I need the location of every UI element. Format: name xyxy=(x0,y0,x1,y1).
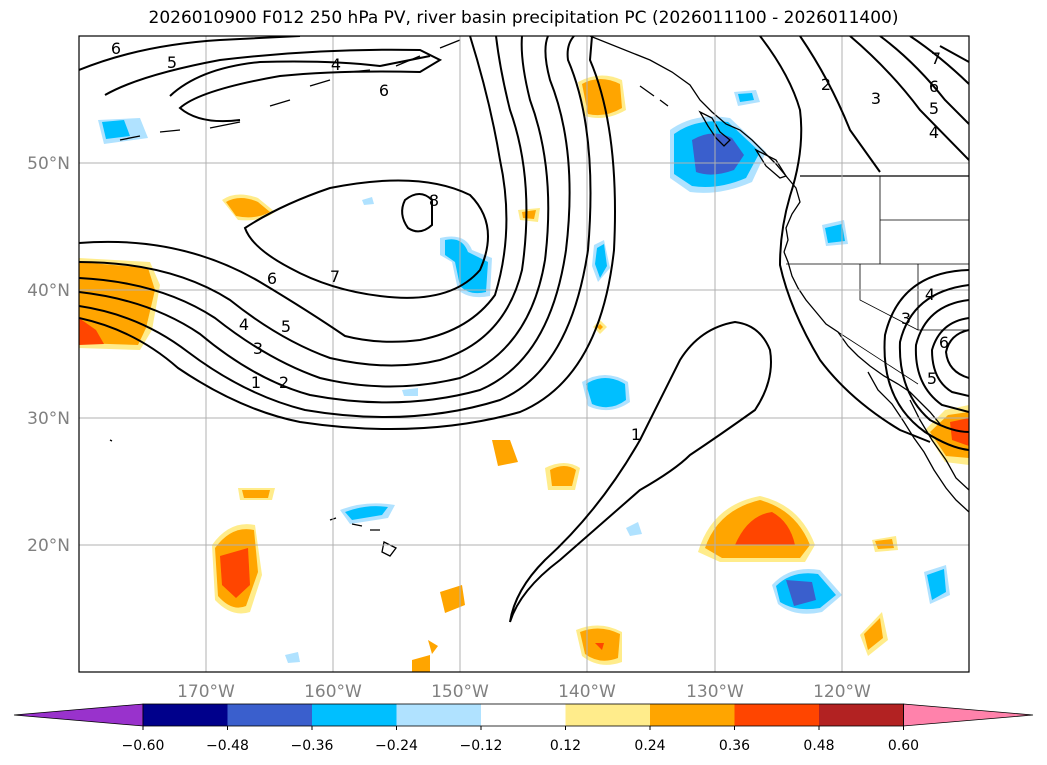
colorbar-frame xyxy=(142,703,904,727)
contour-label: 3 xyxy=(253,339,263,358)
colorbar-tick-label: −0.24 xyxy=(375,738,418,754)
colorbar-segment xyxy=(734,704,819,726)
contour-label: 6 xyxy=(267,269,277,288)
colorbar-segment xyxy=(565,704,650,726)
colorbar-tick-label: 0.60 xyxy=(888,738,919,754)
contour-label: 4 xyxy=(239,315,249,334)
lon-tick-label: 150°W xyxy=(431,682,489,702)
contour-label: 3 xyxy=(871,89,881,108)
map-frame xyxy=(78,35,970,673)
colorbar-segment xyxy=(481,704,566,726)
pv-contours xyxy=(79,36,969,623)
lon-tick-label: 130°W xyxy=(686,682,744,702)
colorbar-tick-label: 0.24 xyxy=(634,738,665,754)
map-content: 6 5 4 6 6 7 8 4 5 3 1 2 1 2 3 4 5 6 7 3 … xyxy=(79,36,969,672)
contour-label: 5 xyxy=(927,369,937,388)
map-title: 2026010900 F012 250 hPa PV, river basin … xyxy=(148,8,899,28)
lon-tick-label: 140°W xyxy=(558,682,616,702)
gridlines xyxy=(79,36,969,672)
lat-tick-label: 40°N xyxy=(27,281,70,301)
lon-tick-labels: 170°W 160°W 150°W 140°W 130°W 120°W xyxy=(177,682,871,702)
colorbar-tick-label: 0.48 xyxy=(803,738,834,754)
map-background xyxy=(79,36,969,672)
lon-tick-label: 170°W xyxy=(177,682,235,702)
contour-label: 4 xyxy=(925,285,935,304)
colorbar-segment xyxy=(819,704,904,726)
lat-tick-label: 50°N xyxy=(27,154,70,174)
contour-label: 7 xyxy=(931,49,941,68)
contour-labels: 6 5 4 6 6 7 8 4 5 3 1 2 1 2 3 4 5 6 7 3 … xyxy=(111,39,949,444)
lat-tick-label: 20°N xyxy=(27,536,70,556)
contour-label: 6 xyxy=(379,81,389,100)
colorbar-tick-label: −0.12 xyxy=(460,738,503,754)
contour-label: 5 xyxy=(281,317,291,336)
contour-label: 5 xyxy=(929,99,939,118)
contour-label: 8 xyxy=(429,191,439,210)
colorbar-extend-high xyxy=(903,703,1034,727)
colorbar-segment xyxy=(650,704,735,726)
coastlines xyxy=(109,36,969,557)
colorbar-tick-label: −0.60 xyxy=(122,738,165,754)
contour-label: 7 xyxy=(330,267,340,286)
lat-tick-labels: 50°N 40°N 30°N 20°N xyxy=(27,154,70,556)
contour-label: 4 xyxy=(331,55,341,74)
contour-label: 4 xyxy=(929,123,939,142)
contour-label: 2 xyxy=(279,373,289,392)
precipitation-shading xyxy=(79,75,969,672)
lat-tick-label: 30°N xyxy=(27,409,70,429)
colorbar-segment xyxy=(143,704,228,726)
colorbar-segment xyxy=(312,704,397,726)
contour-label: 5 xyxy=(167,53,177,72)
colorbar-tick-label: −0.48 xyxy=(206,738,249,754)
colorbar-tick-label: −0.36 xyxy=(291,738,334,754)
colorbar-segment xyxy=(227,704,312,726)
contour-label: 3 xyxy=(901,309,911,328)
lon-tick-label: 120°W xyxy=(813,682,871,702)
contour-label: 1 xyxy=(631,425,641,444)
colorbar-tick-label: 0.12 xyxy=(550,738,581,754)
contour-label: 6 xyxy=(939,333,949,352)
colorbar: −0.60 −0.48 −0.36 −0.24 −0.12 0.12 0.24 0.36 0.4… xyxy=(13,703,1034,754)
contour-label: 2 xyxy=(821,75,831,94)
contour-label: 6 xyxy=(929,77,939,96)
lon-tick-label: 160°W xyxy=(304,682,362,702)
contour-label: 1 xyxy=(251,373,261,392)
colorbar-extend-low xyxy=(13,703,144,727)
colorbar-tick-label: 0.36 xyxy=(719,738,750,754)
contour-label: 6 xyxy=(111,39,121,58)
colorbar-segment xyxy=(396,704,481,726)
